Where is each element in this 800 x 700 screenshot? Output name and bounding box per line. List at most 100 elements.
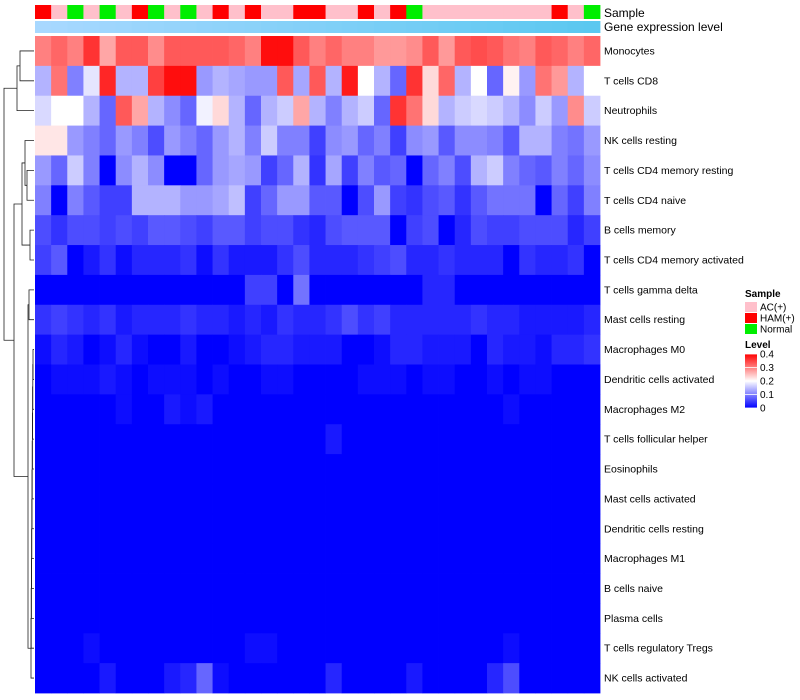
- heatmap-cell: [487, 424, 504, 455]
- heatmap-cell: [454, 95, 472, 126]
- level-legend-tick-label: 0.1: [760, 390, 774, 401]
- heatmap-cell: [406, 125, 423, 156]
- dendrogram-branch: [31, 440, 34, 500]
- heatmap-cell: [325, 394, 343, 425]
- heatmap-cell: [196, 513, 213, 545]
- heatmap-cell: [131, 394, 149, 425]
- row-labels: Monocytes T cells CD8 Neutrophils NK cells …: [604, 45, 744, 684]
- heatmap-cell: [164, 424, 181, 455]
- heatmap-cell: [212, 603, 230, 634]
- heatmap-cell: [83, 304, 100, 336]
- heatmap-cell: [244, 125, 262, 156]
- heatmap-cell: [293, 513, 310, 545]
- heatmap-cell: [341, 364, 359, 395]
- heatmap-cell: [325, 304, 343, 336]
- heatmap-cell: [438, 543, 456, 574]
- heatmap-cell: [519, 215, 536, 246]
- heatmap-cell: [341, 513, 359, 545]
- heatmap-cell: [454, 424, 472, 455]
- heatmap-cell: [228, 274, 246, 306]
- heatmap-cell: [406, 633, 423, 664]
- heatmap-cell: [535, 125, 552, 156]
- heatmap-cell: [567, 633, 585, 664]
- heatmap-cell: [148, 633, 165, 664]
- heatmap-cell: [148, 663, 165, 694]
- heatmap-cell: [567, 364, 585, 395]
- heatmap-cell: [535, 513, 552, 545]
- heatmap-cell: [67, 334, 84, 365]
- heatmap-cell: [374, 95, 391, 126]
- heatmap-cell: [422, 36, 439, 67]
- heatmap-cell: [325, 65, 343, 97]
- heatmap-cell: [180, 394, 197, 425]
- heatmap-cell: [325, 334, 343, 365]
- heatmap-cell: [228, 334, 246, 365]
- heatmap-cell: [35, 245, 52, 276]
- heatmap-cell: [196, 364, 213, 395]
- heatmap-cell: [341, 65, 359, 97]
- heatmap-cell: [487, 573, 504, 604]
- heatmap-cell: [583, 215, 601, 246]
- sample-legend-swatch: [745, 313, 757, 323]
- heatmap-cell: [261, 334, 278, 365]
- heatmap-cell: [293, 454, 310, 485]
- heatmap-cell: [535, 215, 552, 246]
- heatmap-cell: [438, 603, 456, 634]
- heatmap-cell: [309, 245, 326, 276]
- heatmap-cell: [196, 215, 213, 246]
- heatmap-cell: [535, 36, 552, 67]
- heatmap-cell: [470, 155, 488, 186]
- expression-annotation-cell: [99, 21, 117, 33]
- heatmap-cell: [454, 454, 472, 485]
- level-legend-tick-label: 0.3: [760, 363, 774, 374]
- heatmap-cell: [277, 155, 294, 186]
- heatmap-cell: [341, 663, 359, 694]
- heatmap-cell: [51, 513, 68, 545]
- expression-annotation-cell: [35, 21, 52, 33]
- heatmap-cell: [503, 394, 520, 425]
- heatmap-cell: [567, 513, 585, 545]
- heatmap-cell: [519, 274, 536, 306]
- heatmap-cell: [83, 663, 100, 694]
- heatmap-cell: [148, 304, 165, 336]
- sample-annotation-cell: [131, 5, 149, 19]
- expression-annotation-cell: [325, 21, 343, 33]
- heatmap-cell: [164, 185, 181, 216]
- heatmap-cell: [261, 424, 278, 455]
- heatmap-cell: [67, 543, 84, 574]
- heatmap-cell: [51, 424, 68, 455]
- heatmap-cell: [357, 155, 375, 186]
- heatmap-cell: [51, 125, 68, 156]
- heatmap-cell: [422, 543, 439, 574]
- heatmap-cell: [422, 394, 439, 425]
- heatmap-cell: [535, 483, 552, 515]
- heatmap-cell: [390, 573, 407, 604]
- heatmap-cell: [131, 454, 149, 485]
- heatmap-cell: [454, 483, 472, 515]
- heatmap-cell: [244, 633, 262, 664]
- sample-annotation-cell: [180, 5, 197, 19]
- heatmap-cell: [244, 155, 262, 186]
- heatmap-cell: [583, 304, 601, 336]
- heatmap-cell: [115, 513, 133, 545]
- heatmap-cell: [406, 483, 423, 515]
- heatmap-cell: [131, 483, 149, 515]
- heatmap-cell: [196, 274, 213, 306]
- heatmap-cell: [390, 36, 407, 67]
- heatmap-cell: [277, 424, 294, 455]
- heatmap-cell: [390, 155, 407, 186]
- heatmap-cell: [390, 394, 407, 425]
- expression-annotation-cell: [374, 21, 391, 33]
- heatmap-cell: [454, 36, 472, 67]
- heatmap-cell: [309, 543, 326, 574]
- heatmap-cell: [196, 663, 213, 694]
- sample-annotation-cell: [277, 5, 294, 19]
- heatmap-cell: [99, 155, 117, 186]
- heatmap-cell: [551, 454, 569, 485]
- heatmap-cell: [180, 36, 197, 67]
- heatmap-cell: [51, 36, 68, 67]
- sample-annotation-cell: [535, 5, 552, 19]
- heatmap-cell: [583, 334, 601, 365]
- heatmap-cell: [470, 364, 488, 395]
- heatmap-cell: [51, 215, 68, 246]
